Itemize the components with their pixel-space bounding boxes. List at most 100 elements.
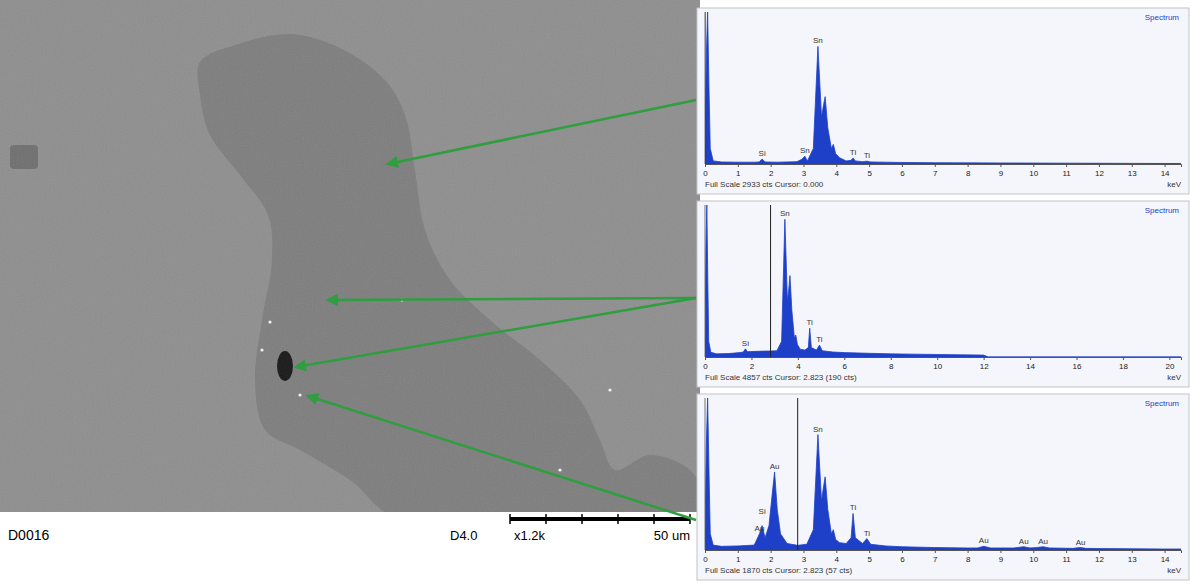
x-tick-mark (1030, 357, 1031, 360)
scale-bar-tick (653, 514, 655, 524)
x-tick: 13 (1128, 550, 1137, 564)
peak-label: Ti (850, 503, 857, 512)
peak-label: Si (759, 149, 766, 158)
x-tick-mark (803, 550, 804, 553)
x-tick: 18 (1119, 357, 1128, 371)
x-tick: 13 (1128, 164, 1137, 178)
x-tick-label: 12 (980, 362, 989, 371)
micrograph-background (0, 0, 700, 512)
x-tick: 6 (843, 357, 848, 371)
x-tick-label: 7 (933, 169, 938, 178)
x-tick-label: 5 (867, 555, 872, 564)
x-tick: 11 (1062, 164, 1071, 178)
x-tick: 12 (1095, 164, 1104, 178)
x-tick-mark (869, 164, 870, 167)
detector: D4.0 (450, 528, 477, 543)
x-tick-mark (771, 164, 772, 167)
x-tick-label: 11 (1062, 169, 1071, 178)
x-tick-mark (1132, 550, 1133, 553)
peak-label: Sn (813, 36, 823, 45)
x-tick: 14 (1161, 164, 1170, 178)
x-tick-mark (1000, 164, 1001, 167)
x-tick: 11 (1062, 550, 1071, 564)
x-tick: 0 (703, 357, 708, 371)
spectrum-title: Spectrum (1145, 206, 1180, 215)
x-tick-mark (902, 550, 903, 553)
spectrum-area (705, 398, 1181, 550)
x-tick: 2 (750, 357, 755, 371)
x-tick: 7 (933, 550, 938, 564)
x-tick: 5 (867, 550, 872, 564)
x-axis-unit: keV (1167, 566, 1181, 575)
x-tick-label: 1 (736, 555, 741, 564)
x-tick-label: 4 (835, 555, 840, 564)
x-tick-label: 9 (999, 169, 1004, 178)
x-tick-label: 6 (843, 362, 848, 371)
x-tick: 12 (1095, 550, 1104, 564)
x-tick: 12 (980, 357, 989, 371)
x-tick-label: 14 (1026, 362, 1035, 371)
peak-label: Sn (800, 146, 810, 155)
pointer-arrow (296, 298, 696, 367)
spectrum-title: Spectrum (1145, 13, 1180, 22)
x-tick: 3 (802, 164, 807, 178)
x-tick-mark (1033, 164, 1034, 167)
x-tick-mark (937, 357, 938, 360)
x-tick-label: 4 (835, 169, 840, 178)
cursor-line (705, 12, 706, 164)
x-tick-mark (968, 550, 969, 553)
x-tick: 1 (736, 164, 741, 178)
x-axis-line (706, 551, 1182, 554)
x-tick-label: 12 (1095, 555, 1104, 564)
micrograph-noise (0, 0, 700, 512)
footer: Full Scale 4857 cts Cursor: 2.823 (190 c… (705, 373, 857, 382)
x-tick: 5 (867, 164, 872, 178)
x-tick-label: 18 (1119, 362, 1128, 371)
x-axis-line (706, 165, 1182, 168)
x-tick-label: 13 (1128, 555, 1137, 564)
spectrum-area (705, 12, 1181, 164)
x-tick-label: 2 (769, 169, 774, 178)
x-tick-mark (771, 550, 772, 553)
x-tick: 14 (1026, 357, 1035, 371)
micrograph (0, 0, 700, 512)
cursor-line (770, 205, 771, 357)
x-tick-label: 20 (1165, 362, 1174, 371)
x-tick-label: 13 (1128, 169, 1137, 178)
x-tick: 4 (835, 550, 840, 564)
x-tick-label: 4 (796, 362, 801, 371)
spectrum-panel: 01234567891011121314Full Scale 1870 cts … (697, 394, 1189, 580)
y-axis-line (705, 398, 706, 550)
panel-background (697, 394, 1189, 580)
y-axis-line (705, 12, 706, 164)
x-tick-label: 8 (966, 555, 971, 564)
x-tick: 7 (933, 164, 938, 178)
x-tick: 3 (802, 550, 807, 564)
x-tick-label: 2 (750, 362, 755, 371)
figure: D0016D4.0x1.2k50 um01234567891011121314F… (0, 0, 1191, 584)
pointer-arrow (388, 100, 696, 164)
peak-label: Au (1019, 537, 1029, 546)
x-tick-label: 1 (736, 169, 741, 178)
x-tick-label: 0 (703, 169, 708, 178)
x-tick-mark (1132, 164, 1133, 167)
spectrum-panel: 01234567891011121314Full Scale 2933 cts … (697, 8, 1189, 194)
x-axis-unit: keV (1167, 180, 1181, 189)
peak-label: Ti (864, 151, 871, 160)
x-tick-mark (705, 357, 706, 360)
x-tick: 10 (933, 357, 942, 371)
x-tick-mark (803, 164, 804, 167)
x-tick-label: 11 (1062, 555, 1071, 564)
peak-label: Sn (780, 209, 790, 218)
x-tick-label: 0 (703, 555, 708, 564)
x-tick-mark (1165, 550, 1166, 553)
x-tick: 9 (999, 164, 1004, 178)
x-tick-mark (1099, 550, 1100, 553)
x-tick: 0 (703, 550, 708, 564)
x-tick-mark (836, 164, 837, 167)
x-tick-label: 6 (900, 555, 905, 564)
peak-label: Ti (864, 529, 871, 538)
panel-background (697, 201, 1189, 387)
x-tick-label: 6 (900, 169, 905, 178)
x-tick: 6 (900, 550, 905, 564)
